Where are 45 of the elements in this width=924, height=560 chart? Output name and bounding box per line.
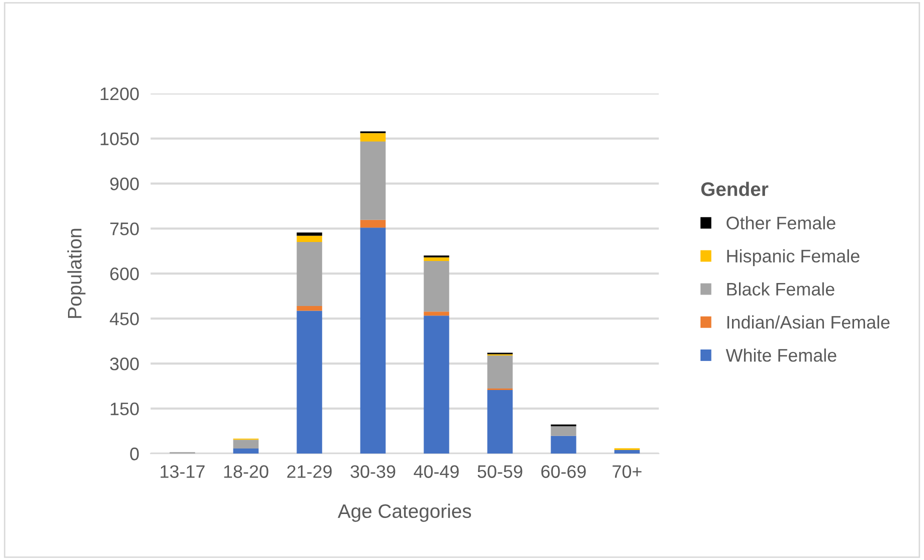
y-tick-label: 750 — [110, 222, 139, 236]
bar — [487, 355, 513, 388]
bar — [296, 310, 322, 454]
bar — [424, 312, 450, 316]
legend-label: Indian/Asian Female — [727, 315, 890, 329]
y-tick-label: 150 — [110, 402, 139, 416]
legend-title: Gender — [701, 182, 768, 196]
y-tick-label: 0 — [130, 448, 139, 460]
y-tick-label: 450 — [110, 312, 139, 326]
bar — [233, 448, 259, 454]
y-axis-title: Population — [67, 228, 86, 318]
x-tick-label: 40-49 — [414, 465, 459, 478]
legend-label: Other Female — [726, 216, 836, 230]
bar — [296, 236, 322, 242]
x-tick-label: 21-29 — [287, 465, 332, 478]
legend-label: White Female — [726, 348, 836, 362]
x-tick-label: 70+ — [612, 465, 642, 478]
bar — [550, 426, 576, 436]
bar — [614, 450, 640, 454]
bar — [424, 260, 450, 312]
x-tick-label: 13-17 — [160, 465, 205, 478]
y-tick-label: 900 — [110, 177, 139, 190]
x-tick-label: 30-39 — [350, 465, 396, 478]
bar — [487, 390, 513, 454]
legend-label: Hispanic Female — [727, 249, 860, 266]
y-tick-label: 300 — [110, 358, 139, 370]
y-tick-label: 1050 — [100, 132, 139, 146]
y-tick-label: 1200 — [100, 87, 139, 100]
x-tick-label: 50-59 — [478, 465, 522, 478]
bar — [424, 316, 450, 454]
bar — [233, 440, 259, 448]
bar — [360, 220, 386, 228]
bar — [360, 228, 386, 454]
bar — [296, 306, 322, 311]
bar — [360, 133, 386, 142]
y-tick-label: 600 — [110, 267, 139, 280]
bar — [296, 232, 322, 236]
bar — [550, 436, 576, 454]
bar — [296, 242, 322, 306]
bar — [360, 142, 386, 220]
x-axis-title: Age Categories — [338, 504, 472, 522]
x-tick-label: 18-20 — [224, 465, 268, 478]
bar — [424, 257, 450, 261]
legend-label: Black Female — [727, 282, 834, 296]
x-tick-label: 60-69 — [541, 465, 586, 478]
